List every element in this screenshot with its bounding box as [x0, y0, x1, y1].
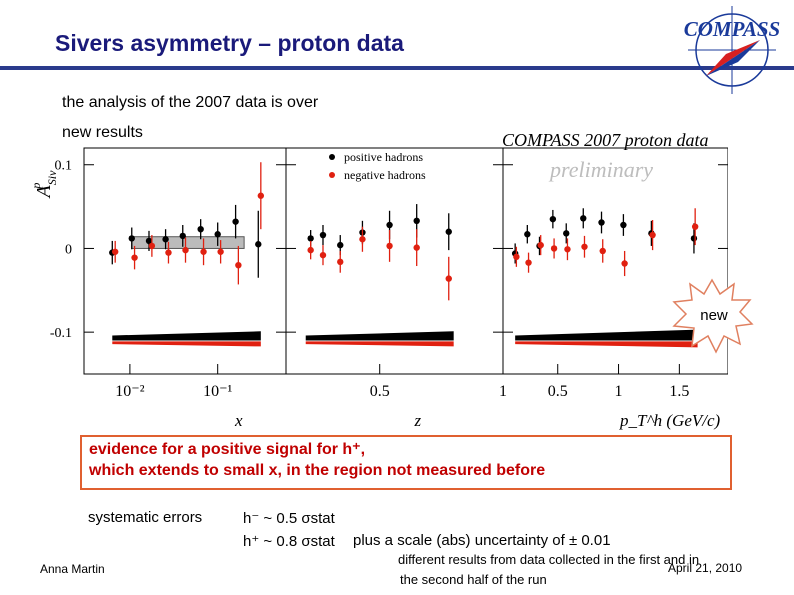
- panel-frame: [502, 147, 728, 375]
- new-results-line: new results: [62, 124, 143, 141]
- logo-text: COMPASS: [684, 17, 780, 41]
- negative-point: [621, 260, 628, 267]
- x-axis-label: x: [234, 411, 243, 430]
- negative-point: [513, 253, 520, 261]
- y-tick-label: 0: [65, 242, 72, 257]
- note-line-1: different results from data collected in…: [398, 552, 700, 567]
- positive-point: [162, 236, 169, 243]
- positive-point: [580, 215, 587, 222]
- positive-point: [179, 232, 186, 240]
- x-tick-label: 10⁻²: [115, 383, 144, 400]
- systematic-band-positive: [112, 331, 261, 341]
- negative-point: [550, 245, 558, 252]
- negative-point: [200, 248, 207, 255]
- systematic-errors-label: systematic errors: [88, 509, 203, 526]
- date: April 21, 2010: [668, 561, 743, 575]
- positive-point: [413, 217, 420, 225]
- negative-point: [235, 261, 242, 269]
- evidence-line-2: which extends to small x, in the region …: [89, 462, 546, 479]
- negative-point: [359, 236, 366, 243]
- positive-point: [563, 230, 570, 237]
- positive-point: [197, 225, 204, 233]
- sys-hplus: h⁺ ~ 0.8 σstat: [243, 533, 335, 550]
- chart-watermark: preliminary: [548, 157, 653, 182]
- legend-marker-negative: [329, 172, 335, 178]
- negative-point: [319, 251, 327, 259]
- negative-point: [599, 247, 606, 255]
- positive-point: [524, 231, 531, 238]
- x-axis-label: p_T^h (GeV/c): [619, 411, 721, 430]
- negative-point: [581, 243, 588, 250]
- negative-point: [413, 244, 420, 251]
- systematic-band-negative: [515, 341, 698, 348]
- positive-point: [145, 237, 153, 245]
- negative-point: [131, 254, 138, 261]
- negative-point: [217, 248, 224, 255]
- negative-point: [525, 259, 532, 266]
- y-tick-label: 0.1: [55, 159, 73, 174]
- legend-positive: positive hadrons: [344, 150, 423, 164]
- compass-logo-icon: COMPASS: [684, 6, 780, 94]
- positive-point: [690, 235, 698, 242]
- x-axis-label: z: [414, 411, 422, 430]
- chart-frames: 0.1 0 -0.1 10⁻² 10⁻¹x 0.5 1 z 0.5 1 1.5 p_T^h (GeV/…: [50, 147, 728, 430]
- evidence-line-1: evidence for a positive signal for h⁺,: [89, 441, 366, 458]
- y-tick-label: -0.1: [50, 326, 72, 341]
- negative-point: [165, 249, 172, 256]
- legend-negative: negative hadrons: [344, 168, 426, 182]
- analysis-line: the analysis of the 2007 data is over: [62, 94, 319, 111]
- slide-title: Sivers asymmetry – proton data: [55, 30, 404, 56]
- systematic-band-positive: [515, 329, 698, 341]
- y-axis-label: ASivp: [29, 170, 59, 200]
- new-badge-label: new: [700, 307, 728, 324]
- sys-scale: plus a scale (abs) uncertainty of ± 0.01: [353, 532, 611, 549]
- systematic-band-negative: [305, 341, 454, 347]
- positive-point: [232, 218, 239, 225]
- title-rule: [0, 66, 794, 70]
- systematic-band-negative: [112, 341, 261, 347]
- negative-point: [386, 242, 393, 250]
- positive-point: [445, 228, 452, 235]
- positive-point: [214, 231, 221, 238]
- positive-point: [337, 241, 344, 249]
- author: Anna Martin: [40, 562, 105, 576]
- positive-point: [598, 219, 605, 226]
- chart-marks: [109, 162, 699, 348]
- note-line-2: the second half of the run: [400, 572, 547, 587]
- negative-point: [111, 248, 119, 255]
- evidence-box: evidence for a positive signal for h⁺, w…: [80, 435, 732, 490]
- positive-point: [386, 221, 393, 229]
- x-tick-label: 1.5: [669, 383, 689, 400]
- positive-point: [319, 231, 327, 239]
- negative-point: [257, 192, 265, 199]
- negative-point: [537, 241, 544, 249]
- systematic-band-positive: [305, 331, 454, 341]
- x-tick-label: 1: [615, 383, 623, 400]
- negative-point: [148, 242, 156, 250]
- negative-point: [182, 246, 189, 254]
- legend-marker-positive: [329, 154, 335, 160]
- chart-title: COMPASS 2007 proton data: [502, 130, 709, 150]
- negative-point: [307, 246, 314, 254]
- negative-point: [649, 231, 656, 239]
- x-tick-label: 0.5: [370, 383, 390, 400]
- x-tick-label: 1: [499, 383, 507, 400]
- negative-point: [337, 258, 344, 266]
- positive-point: [128, 235, 135, 242]
- positive-point: [307, 235, 314, 242]
- negative-point: [691, 223, 699, 230]
- positive-point: [255, 241, 262, 248]
- x-tick-label: 0.5: [548, 383, 568, 400]
- x-tick-label: 10⁻¹: [203, 383, 232, 400]
- new-badge: new: [672, 278, 754, 354]
- sys-hminus: h⁻ ~ 0.5 σstat: [243, 510, 335, 527]
- negative-point: [445, 275, 452, 282]
- sivers-chart: 0.1 0 -0.1 10⁻² 10⁻¹x 0.5 1 z 0.5 1 1.5 p_T^h (GeV/…: [29, 130, 728, 430]
- positive-point: [549, 215, 557, 223]
- positive-point: [620, 221, 627, 229]
- negative-point: [564, 246, 571, 253]
